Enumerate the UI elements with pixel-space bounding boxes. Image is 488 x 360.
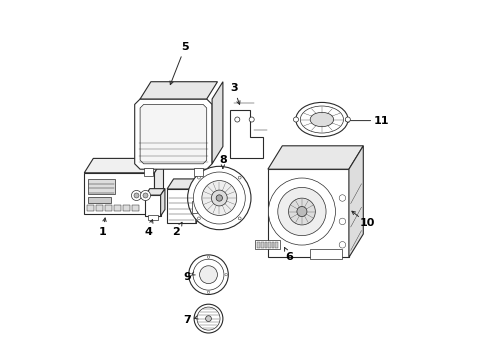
Circle shape — [211, 190, 227, 206]
Text: 9: 9 — [183, 272, 190, 282]
Circle shape — [207, 291, 209, 293]
Circle shape — [288, 198, 315, 225]
Circle shape — [293, 117, 298, 122]
Polygon shape — [84, 158, 163, 173]
Circle shape — [134, 193, 139, 198]
Bar — [143, 168, 152, 176]
Text: 8: 8 — [219, 155, 226, 165]
Polygon shape — [84, 173, 154, 214]
Circle shape — [345, 117, 349, 122]
Bar — [194, 168, 203, 176]
Circle shape — [339, 195, 345, 201]
Circle shape — [339, 218, 345, 225]
Circle shape — [197, 307, 220, 330]
Ellipse shape — [309, 112, 333, 127]
Ellipse shape — [300, 106, 343, 133]
Polygon shape — [160, 189, 164, 216]
Text: 10: 10 — [359, 218, 374, 228]
Polygon shape — [145, 189, 164, 195]
Circle shape — [193, 259, 224, 290]
Bar — [275, 242, 277, 248]
Circle shape — [142, 193, 148, 198]
Bar — [267, 169, 348, 257]
Bar — [167, 189, 196, 223]
Polygon shape — [348, 146, 363, 257]
Circle shape — [187, 166, 250, 230]
Circle shape — [205, 316, 211, 321]
Bar — [87, 205, 94, 211]
Circle shape — [216, 195, 222, 201]
Polygon shape — [212, 82, 223, 164]
Bar — [257, 242, 260, 248]
Polygon shape — [134, 99, 212, 169]
Bar — [271, 242, 274, 248]
Circle shape — [234, 117, 239, 122]
Circle shape — [207, 256, 209, 258]
Text: 7: 7 — [183, 315, 190, 325]
Bar — [145, 195, 160, 216]
Polygon shape — [167, 179, 202, 189]
Polygon shape — [196, 179, 202, 223]
Ellipse shape — [295, 102, 347, 136]
Bar — [96, 205, 102, 211]
Circle shape — [189, 274, 192, 276]
Text: 2: 2 — [172, 227, 180, 237]
Bar — [123, 205, 129, 211]
Circle shape — [296, 207, 306, 217]
Bar — [88, 179, 115, 194]
Polygon shape — [230, 110, 262, 158]
Bar — [268, 242, 270, 248]
Circle shape — [238, 176, 241, 179]
Circle shape — [277, 188, 325, 236]
Circle shape — [197, 217, 200, 220]
Polygon shape — [140, 104, 206, 164]
Circle shape — [188, 255, 228, 294]
Bar — [148, 215, 158, 220]
Bar — [114, 205, 121, 211]
Bar — [105, 205, 111, 211]
Circle shape — [193, 172, 245, 224]
Circle shape — [339, 242, 345, 248]
Bar — [88, 197, 111, 203]
Bar — [255, 240, 279, 249]
Circle shape — [197, 176, 200, 179]
Circle shape — [238, 217, 241, 220]
Polygon shape — [267, 146, 363, 169]
Text: 3: 3 — [229, 83, 237, 93]
Bar — [264, 242, 266, 248]
Text: 6: 6 — [285, 252, 293, 262]
Circle shape — [202, 181, 236, 215]
Bar — [192, 201, 196, 213]
Bar — [309, 249, 342, 259]
Text: 5: 5 — [181, 42, 188, 52]
Circle shape — [268, 178, 335, 245]
Text: 1: 1 — [98, 227, 106, 237]
Text: 11: 11 — [373, 116, 388, 126]
Bar — [132, 205, 139, 211]
Circle shape — [224, 274, 227, 276]
Circle shape — [194, 304, 223, 333]
Circle shape — [131, 190, 141, 201]
Polygon shape — [140, 82, 217, 99]
Circle shape — [140, 190, 150, 201]
Circle shape — [199, 266, 217, 284]
Text: 4: 4 — [144, 227, 152, 237]
Bar — [261, 242, 263, 248]
Circle shape — [249, 117, 254, 122]
Polygon shape — [154, 158, 163, 214]
